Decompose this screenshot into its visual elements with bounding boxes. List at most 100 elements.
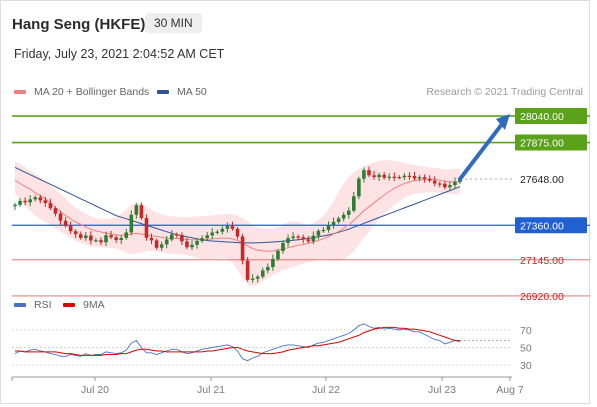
level-label-0: 28040.00: [520, 111, 564, 123]
candle-body: [23, 200, 27, 203]
candle-body: [99, 240, 103, 243]
candle-body: [357, 178, 361, 197]
candle-body: [326, 224, 331, 230]
candle-body: [109, 235, 113, 238]
x-tick-label-3: Jul 23: [428, 384, 456, 396]
candle-body: [83, 235, 88, 238]
candle-body: [235, 228, 240, 237]
candle-body: [311, 235, 316, 242]
level-label-2: 27648.00: [520, 174, 564, 186]
candle-body: [18, 200, 22, 205]
candle-body: [89, 235, 93, 241]
candle-body: [407, 175, 412, 177]
level-label-1: 27875.00: [520, 138, 564, 150]
candle-body: [341, 214, 346, 219]
candle-body: [180, 235, 184, 242]
candle-body: [240, 236, 245, 261]
candle-body: [129, 214, 134, 233]
bollinger-band-area: [15, 160, 460, 287]
candle-body: [78, 234, 83, 238]
candle-body: [94, 240, 98, 242]
candle-body: [331, 221, 336, 225]
candle-body: [190, 244, 194, 248]
candle-body: [266, 267, 270, 271]
candle-body: [124, 232, 129, 238]
candle-body: [139, 205, 144, 219]
rsi-tick-label-2: 30: [520, 360, 532, 372]
level-label-4: 27145.00: [520, 255, 564, 267]
legend-ma20-label: MA 20 + Bollinger Bands: [34, 86, 150, 98]
candle-body: [427, 178, 432, 181]
candle-body: [301, 237, 306, 240]
datetime-label: Friday, July 23, 2021 2:04:52 AM CET: [14, 47, 225, 61]
candle-body: [215, 231, 220, 233]
candle-body: [448, 185, 452, 188]
legend-rsi-label: RSI: [34, 299, 52, 311]
candle-body: [377, 174, 381, 178]
candle-body: [367, 170, 371, 176]
candle-body: [362, 170, 366, 179]
ma50-line: [14, 166, 461, 244]
candle-body: [73, 231, 78, 235]
x-tick-label-2: Jul 22: [312, 384, 340, 396]
candle-body: [230, 226, 235, 229]
candle-body: [372, 175, 376, 178]
candle-body: [38, 197, 43, 201]
projection-arrow-head: [496, 114, 510, 131]
candle-body: [286, 238, 290, 243]
candle-body: [53, 208, 58, 214]
candle-body: [185, 241, 189, 248]
candle-body: [422, 177, 427, 179]
candle-body: [195, 240, 199, 245]
candle-body: [387, 176, 392, 178]
candle-body: [306, 239, 311, 242]
projection-arrow: [458, 122, 504, 181]
candle-body: [397, 177, 402, 179]
candle-body: [114, 237, 118, 241]
candle-body: [48, 203, 53, 209]
candle-body: [33, 197, 38, 200]
candle-body: [402, 175, 407, 178]
candle-body: [104, 235, 108, 243]
level-tag-2: [515, 171, 587, 187]
candle-body: [260, 270, 265, 277]
candle-body: [346, 210, 351, 215]
interval-badge[interactable]: 30 MIN: [145, 13, 202, 33]
rsi-9ma-line: [15, 326, 461, 356]
legend-ma50-swatch: [157, 90, 169, 94]
candle-body: [225, 226, 230, 229]
level-label-5: 26920.00: [520, 291, 564, 303]
legend-ma20-swatch: [14, 90, 26, 94]
rsi-tick-label-1: 50: [520, 343, 532, 355]
candle-body: [321, 229, 326, 232]
candle-body: [417, 177, 422, 179]
level-tag-1: [515, 134, 587, 151]
candle-body: [392, 176, 397, 178]
rsi-line: [14, 323, 460, 362]
level-tag-0: [515, 108, 587, 125]
candle-body: [443, 183, 447, 188]
candle-body: [200, 238, 204, 241]
legend-9ma-label: 9MA: [83, 299, 105, 311]
candle-body: [296, 236, 300, 238]
candle-body: [220, 228, 225, 232]
x-tick-label-1: Jul 21: [197, 384, 225, 396]
candle-body: [291, 236, 295, 239]
x-tick-label-4: Aug 7: [496, 384, 524, 396]
candle-body: [271, 258, 275, 268]
legend-ma20: MA 20 + Bollinger Bands: [14, 86, 149, 98]
candle-body: [250, 278, 255, 280]
candle-body: [255, 276, 260, 279]
candle-body: [134, 205, 139, 215]
candle-body: [316, 230, 321, 236]
candle-body: [164, 239, 169, 245]
candle-body: [281, 242, 285, 251]
candle-body: [58, 213, 63, 221]
candle-body: [63, 220, 68, 226]
candle-body: [175, 234, 179, 236]
level-label-3: 27360.00: [520, 220, 564, 232]
legend-9ma-swatch: [63, 303, 75, 307]
candle-body: [13, 204, 17, 207]
